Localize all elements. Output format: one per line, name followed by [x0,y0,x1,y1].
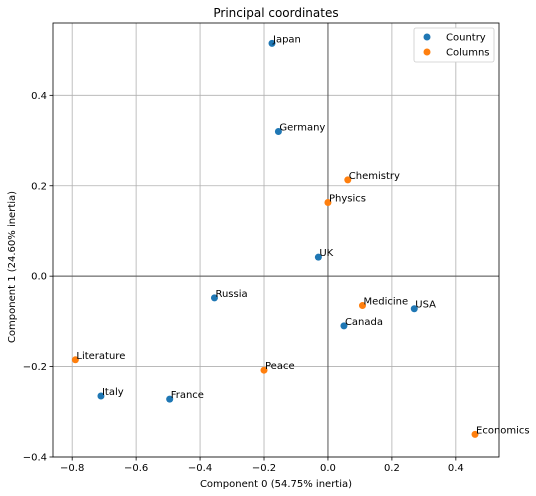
x-tick-label: 0.4 [448,463,464,474]
x-axis-label: Component 0 (54.75% inertia) [200,479,352,490]
point-france [166,395,174,403]
point-label-italy: Italy [102,387,124,398]
y-tick-label: −0.2 [23,362,47,373]
x-tick-label: 0.0 [320,463,336,474]
point-usa [410,305,418,313]
point-italy [97,392,105,400]
point-label-canada: Canada [345,317,383,328]
point-canada [340,322,348,330]
point-physics [324,198,332,206]
y-tick-label: 0.0 [31,272,47,283]
legend-marker-country [423,33,431,41]
data-points: Japan Germany UK Russia USA Canada Italy France… [71,34,530,438]
point-label-france: France [171,390,204,401]
zero-lines [53,23,499,457]
y-tick-label: 0.4 [31,91,47,102]
point-label-economics: Economics [476,425,530,436]
point-label-russia: Russia [215,289,247,300]
point-label-usa: USA [415,300,436,311]
point-label-medicine: Medicine [363,297,408,308]
point-economics [471,430,479,438]
x-tick-label: −0.2 [252,463,276,474]
x-axis-ticks: −0.8 −0.6 −0.4 −0.2 0.0 0.2 0.4 [60,457,464,474]
point-germany [274,128,282,135]
legend-marker-columns [423,48,431,56]
point-label-uk: UK [319,248,333,259]
point-label-japan: Japan [272,34,301,45]
legend-label-country: Country [446,33,486,44]
point-label-peace: Peace [265,361,295,372]
y-axis-label: Component 1 (24.60% inertia) [7,191,18,343]
point-uk [314,253,322,261]
legend-label-columns: Columns [446,48,490,59]
point-label-germany: Germany [279,123,325,134]
legend: Country Columns [413,27,495,63]
chart-title: Principal coordinates [213,6,338,20]
point-peace [260,366,268,374]
point-label-chemistry: Chemistry [349,171,400,182]
y-tick-label: 0.2 [31,181,47,192]
legend-box [413,27,495,63]
point-russia [210,294,218,302]
point-literature [71,356,79,364]
x-tick-label: −0.6 [124,463,148,474]
x-tick-label: −0.8 [60,463,84,474]
y-axis-ticks: −0.4 −0.2 0.0 0.2 0.4 [23,91,53,464]
x-tick-label: 0.2 [384,463,400,474]
y-tick-label: −0.4 [23,453,47,464]
point-medicine [358,302,366,310]
x-tick-label: −0.4 [188,463,212,474]
plot-frame [52,22,500,458]
point-label-physics: Physics [329,193,366,204]
point-japan [268,39,276,47]
point-chemistry [344,176,352,184]
point-label-literature: Literature [76,351,125,362]
